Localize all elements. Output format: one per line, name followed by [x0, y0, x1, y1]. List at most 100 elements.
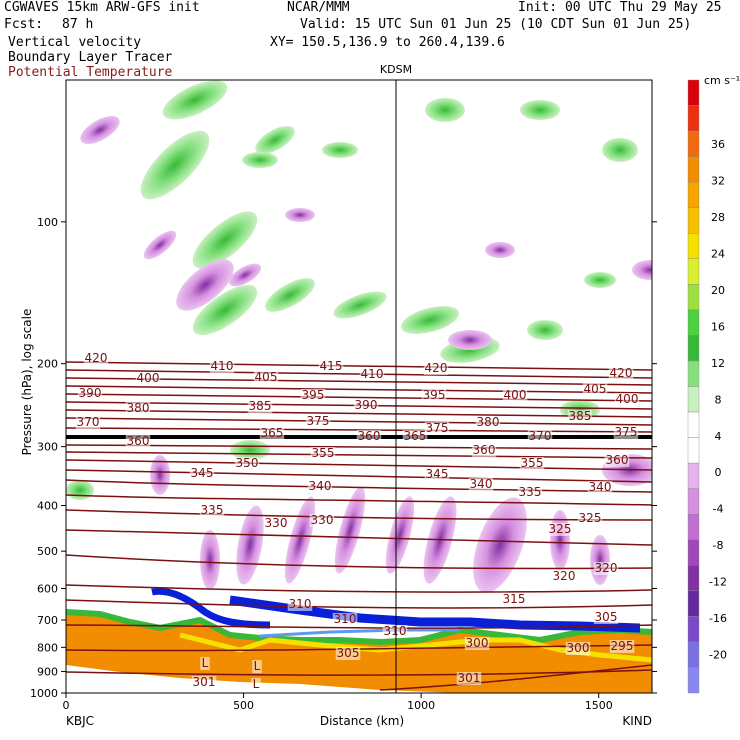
theta-label: 365 [404, 429, 427, 443]
header-model: CGWAVES 15km ARW-GFS init [4, 0, 200, 15]
downdraft-cell [143, 230, 177, 260]
theta-label-bg [547, 523, 573, 536]
x-end-right: KIND [622, 714, 652, 728]
theta-label: 330 [311, 513, 334, 527]
theta-label: 360 [127, 434, 150, 448]
updraft-cell [242, 152, 278, 168]
colorbar-label: 24 [711, 247, 725, 260]
theta-label-bg [614, 393, 640, 406]
theta-label: 345 [426, 467, 449, 481]
y-tick-label: 400 [37, 500, 58, 513]
theta-label: 300 [567, 641, 590, 655]
header-field-tracer: Boundary Layer Tracer [8, 50, 173, 65]
theta-label: 340 [589, 480, 612, 494]
downdraft-cell [285, 208, 315, 222]
theta-label-bg [209, 360, 235, 373]
header-field-vertical-velocity: Vertical velocity [8, 35, 142, 50]
theta-label: 301 [458, 671, 481, 685]
header-valid: Valid: 15 UTC Sun 01 Jun 25 (10 CDT Sun … [300, 17, 692, 32]
theta-label-bg [307, 480, 333, 493]
header-field-theta: Potential Temperature [8, 65, 173, 80]
theta-label-bg [421, 389, 447, 402]
theta-label-bg [189, 467, 215, 480]
theta-label-bg [359, 368, 385, 381]
plot-frame [65, 79, 653, 694]
downdraft-cell [284, 496, 316, 584]
x-tick-label: 500 [233, 699, 254, 712]
theta-label-bg [468, 478, 494, 491]
header-fcst-value: 87 h [62, 17, 94, 32]
colorbar-label: 20 [711, 284, 725, 297]
x-end-left: KBJC [66, 714, 94, 728]
theta-label-bg [309, 514, 335, 527]
theta-label: 385 [249, 399, 272, 413]
y-tick-label: 500 [37, 545, 58, 558]
theta-label: 370 [77, 415, 100, 429]
colorbar-label: 32 [711, 174, 725, 187]
theta-label-bg [234, 457, 260, 470]
theta-label-bg [613, 426, 639, 439]
theta-label-bg [582, 383, 608, 396]
theta-label: L [253, 677, 260, 691]
theta-label: 380 [477, 415, 500, 429]
theta-label: 301 [193, 675, 216, 689]
updraft-cell [400, 306, 460, 334]
colorbar-swatch [687, 258, 700, 285]
theta-label-bg [75, 416, 101, 429]
theta-label-bg [318, 360, 344, 373]
colorbar-swatch [687, 156, 700, 183]
theta-label-bg [77, 387, 103, 400]
theta-label: 310 [289, 597, 312, 611]
theta-label: 335 [519, 485, 542, 499]
theta-label: 380 [127, 401, 150, 415]
theta-label: 295 [611, 639, 634, 653]
theta-label: 360 [473, 443, 496, 457]
theta-label: 375 [426, 421, 449, 435]
updraft-cell [322, 142, 358, 158]
colorbar-label: 4 [715, 430, 722, 443]
theta-label: 320 [553, 569, 576, 583]
tracer-filament-upper [229, 595, 641, 633]
updraft-cell [520, 100, 560, 120]
theta-label-bg [259, 427, 285, 440]
theta-label: 340 [470, 477, 493, 491]
theta-label-bg [475, 416, 501, 429]
theta-label: 330 [265, 516, 288, 530]
theta-label: 315 [503, 592, 526, 606]
x-tick-label: 1500 [585, 699, 613, 712]
theta-label-bg [247, 400, 273, 413]
theta-label: 410 [361, 367, 384, 381]
updraft-cell [584, 272, 616, 288]
updraft-cell [192, 284, 258, 336]
colorbar-label: -16 [709, 612, 727, 625]
downdraft-cell [485, 242, 515, 258]
theta-label: 390 [355, 398, 378, 412]
theta-label: 300 [466, 636, 489, 650]
theta-label: L [254, 659, 261, 673]
theta-label-bg [593, 611, 619, 624]
updraft-cell [162, 80, 228, 120]
y-tick-label: 300 [37, 441, 58, 454]
x-tick-label: 1000 [407, 699, 435, 712]
colorbar-swatch [687, 667, 700, 694]
downdraft-cell [473, 497, 527, 593]
y-tick-label: 600 [37, 582, 58, 595]
theta-label: 360 [606, 453, 629, 467]
colorbar-swatch [687, 437, 700, 464]
theta-label-bg [604, 454, 630, 467]
colorbar-swatch [687, 335, 700, 362]
colorbar-label: 0 [715, 466, 722, 479]
theta-label: 420 [85, 351, 108, 365]
y-tick-label: 200 [37, 358, 58, 371]
colorbar-unit: cm s⁻¹ [704, 74, 740, 87]
theta-label: 325 [579, 511, 602, 525]
header-init: Init: 00 UTC Thu 29 May 25 [518, 0, 722, 15]
colorbar-swatch [687, 539, 700, 566]
colorbar-label: -20 [709, 649, 727, 662]
colorbar-swatch [687, 386, 700, 413]
theta-label-bg [200, 657, 210, 670]
theta-label-bg [253, 371, 279, 384]
theta-label-bg [464, 637, 490, 650]
theta-label: 410 [211, 359, 234, 373]
updraft-cell [230, 440, 270, 460]
